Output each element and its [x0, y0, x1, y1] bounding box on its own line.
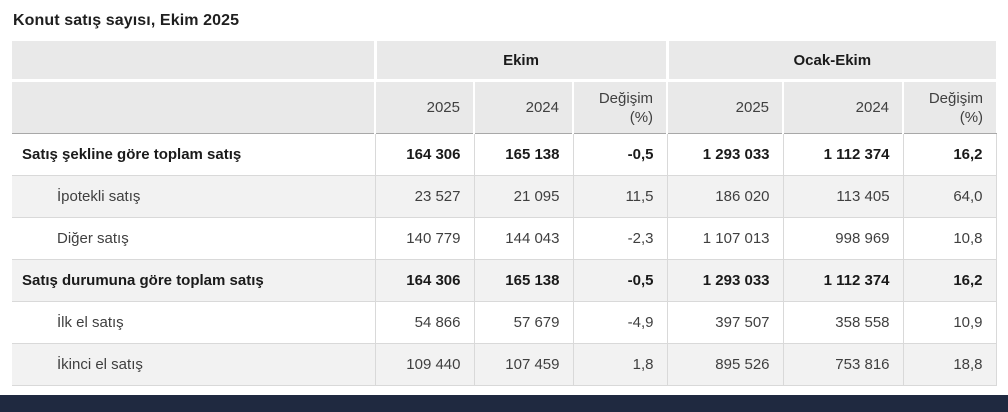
cell-value: 397 507 [666, 301, 784, 344]
cell-value: 21 095 [473, 175, 573, 218]
cell-value: 10,8 [902, 217, 997, 260]
col-header-ekim-degisim: Değişim (%) [571, 80, 668, 134]
col-header-ocakekim-degisim: Değişim (%) [902, 80, 997, 134]
cell-value: 164 306 [374, 259, 474, 302]
cell-value: 16,2 [902, 259, 997, 302]
cell-value: 998 969 [782, 217, 904, 260]
col-header-ekim-2024: 2024 [473, 80, 573, 134]
table-row: Satış durumuna göre toplam satış 164 306… [12, 259, 997, 302]
cell-value: 186 020 [666, 175, 784, 218]
group-header-ekim: Ekim [373, 41, 668, 82]
table-row: Diğer satış 140 779 144 043 -2,3 1 107 0… [12, 217, 997, 260]
cell-value: 54 866 [374, 301, 474, 344]
cell-value: 1 112 374 [782, 133, 904, 176]
cell-value: 57 679 [473, 301, 573, 344]
cell-value: -0,5 [572, 259, 668, 302]
row-label: Satış şekline göre toplam satış [12, 133, 375, 176]
cell-value: 113 405 [782, 175, 904, 218]
corner-cell [12, 41, 375, 82]
cell-value: 109 440 [374, 343, 474, 386]
cell-value: 1 112 374 [782, 259, 904, 302]
column-group-header-row: Ekim Ocak-Ekim [12, 41, 997, 82]
cell-value: 165 138 [473, 259, 573, 302]
cell-value: 140 779 [374, 217, 474, 260]
cell-value: 11,5 [572, 175, 668, 218]
cell-value: 144 043 [473, 217, 573, 260]
col-header-ocakekim-2025: 2025 [666, 80, 784, 134]
cell-value: 18,8 [902, 343, 997, 386]
table-row: İpotekli satış 23 527 21 095 11,5 186 02… [12, 175, 997, 218]
corner-cell [12, 80, 375, 134]
cell-value: 23 527 [374, 175, 474, 218]
row-label: Diğer satış [12, 217, 375, 260]
cell-value: 1,8 [572, 343, 668, 386]
col-header-ocakekim-2024: 2024 [782, 80, 904, 134]
cell-value: 358 558 [782, 301, 904, 344]
row-label: Satış durumuna göre toplam satış [12, 259, 375, 302]
footer-bar [0, 395, 1008, 412]
row-label: İkinci el satış [12, 343, 375, 386]
table-row: İkinci el satış 109 440 107 459 1,8 895 … [12, 343, 997, 386]
page-title: Konut satış sayısı, Ekim 2025 [13, 12, 240, 29]
cell-value: 1 293 033 [666, 133, 784, 176]
sub-header-row: 2025 2024 Değişim (%) 2025 2024 Değişim … [12, 80, 997, 134]
row-label: İlk el satış [12, 301, 375, 344]
group-header-ocak-ekim: Ocak-Ekim [665, 41, 997, 82]
cell-value: 165 138 [473, 133, 573, 176]
cell-value: 1 107 013 [666, 217, 784, 260]
cell-value: 164 306 [374, 133, 474, 176]
cell-value: -4,9 [572, 301, 668, 344]
row-label: İpotekli satış [12, 175, 375, 218]
table-row: Satış şekline göre toplam satış 164 306 … [12, 133, 997, 176]
cell-value: 64,0 [902, 175, 997, 218]
col-header-ekim-2025: 2025 [374, 80, 474, 134]
cell-value: 753 816 [782, 343, 904, 386]
cell-value: 895 526 [666, 343, 784, 386]
table-row: İlk el satış 54 866 57 679 -4,9 397 507 … [12, 301, 997, 344]
cell-value: -0,5 [572, 133, 668, 176]
housing-sales-table: Ekim Ocak-Ekim 2025 2024 Değişim (%) 202… [12, 41, 997, 386]
cell-value: 107 459 [473, 343, 573, 386]
cell-value: -2,3 [572, 217, 668, 260]
cell-value: 16,2 [902, 133, 997, 176]
cell-value: 10,9 [902, 301, 997, 344]
cell-value: 1 293 033 [666, 259, 784, 302]
